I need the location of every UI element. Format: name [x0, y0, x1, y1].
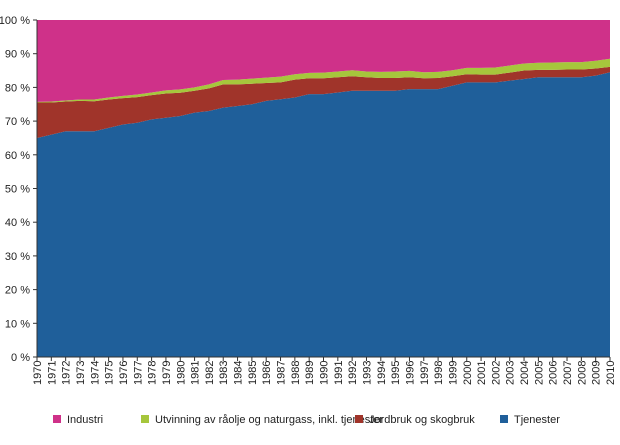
- x-tick-label: 1983: [218, 361, 230, 385]
- x-tick-label: 2010: [605, 361, 617, 385]
- x-tick-label: 1984: [233, 361, 245, 385]
- area-series-1: [37, 66, 610, 138]
- x-tick-label: 1996: [404, 361, 416, 385]
- y-tick-label: 80 %: [5, 82, 30, 94]
- x-tick-label: 1980: [175, 361, 187, 385]
- x-tick-label: 1995: [390, 361, 402, 385]
- legend: Industri Utvinning av råolje og naturgass…: [53, 414, 560, 426]
- x-tick-label: 2002: [490, 361, 502, 385]
- x-tick-label: 1982: [204, 361, 216, 385]
- y-tick-label: 30 %: [5, 251, 30, 263]
- x-tick-label: 1990: [319, 361, 331, 385]
- legend-swatch: [53, 415, 61, 423]
- x-tick-label: 1975: [104, 361, 116, 385]
- x-tick-label: 1986: [261, 361, 273, 385]
- x-tick-label: 2004: [519, 361, 531, 385]
- x-tick-label: 1991: [333, 361, 345, 385]
- x-tick-label: 2005: [533, 361, 545, 385]
- x-tick-label: 1987: [276, 361, 288, 385]
- area-series-3: [37, 20, 610, 102]
- x-tick-label: 1978: [147, 361, 159, 385]
- x-tick-label: 2007: [562, 361, 574, 385]
- y-tick-label: 20 %: [5, 285, 30, 297]
- legend-swatch: [141, 415, 149, 423]
- areas-layer: [37, 20, 610, 358]
- x-tick-label: 1988: [290, 361, 302, 385]
- x-tick-label: 1972: [61, 361, 73, 385]
- x-tick-label: 1998: [433, 361, 445, 385]
- x-tick-label: 2001: [476, 361, 488, 385]
- x-tick-label: 2003: [505, 361, 517, 385]
- x-tick-label: 1977: [132, 361, 144, 385]
- area-series-0: [37, 72, 610, 358]
- x-tick-label: 1970: [32, 361, 44, 385]
- legend-label: Tjenester: [514, 414, 560, 426]
- x-tick-label: 2009: [591, 361, 603, 385]
- y-tick-label: 70 %: [5, 116, 30, 128]
- x-tick-label: 1979: [161, 361, 173, 385]
- x-tick-label: 1997: [419, 361, 431, 385]
- area-series-2: [37, 58, 610, 103]
- x-tick-label: 2006: [548, 361, 560, 385]
- axes-layer: [33, 19, 611, 361]
- y-tick-label: 60 %: [5, 150, 30, 162]
- legend-swatch: [500, 415, 508, 423]
- x-tick-labels: 1970 1971 1972 1973 1974 1975 1976 1977 1978 1979…: [32, 361, 617, 385]
- y-tick-label: 100 %: [0, 15, 30, 27]
- legend-label: Jordbruk og skogbruk: [369, 414, 475, 426]
- x-tick-label: 1976: [118, 361, 130, 385]
- y-tick-label: 0 %: [11, 352, 30, 364]
- x-tick-label: 1985: [247, 361, 259, 385]
- x-tick-label: 2008: [576, 361, 588, 385]
- y-tick-labels: 0 % 10 % 20 % 30 % 40 % 50 % 60 % 70 % 80 % 90 % 1…: [0, 15, 30, 364]
- legend-label: Utvinning av råolje og naturgass, inkl. …: [155, 414, 383, 426]
- x-tick-label: 1974: [89, 361, 101, 385]
- x-tick-label: 1992: [347, 361, 359, 385]
- y-tick-label: 40 %: [5, 217, 30, 229]
- x-tick-label: 1999: [447, 361, 459, 385]
- y-tick-label: 50 %: [5, 184, 30, 196]
- y-tick-label: 10 %: [5, 318, 30, 330]
- x-tick-label: 1994: [376, 361, 388, 385]
- y-tick-label: 90 %: [5, 49, 30, 61]
- legend-label: Industri: [67, 414, 103, 426]
- x-tick-label: 1971: [46, 361, 58, 385]
- x-tick-label: 1989: [304, 361, 316, 385]
- x-tick-label: 1981: [190, 361, 202, 385]
- x-tick-label: 1973: [75, 361, 87, 385]
- x-tick-label: 2000: [462, 361, 474, 385]
- x-tick-label: 1993: [361, 361, 373, 385]
- legend-swatch: [355, 415, 363, 423]
